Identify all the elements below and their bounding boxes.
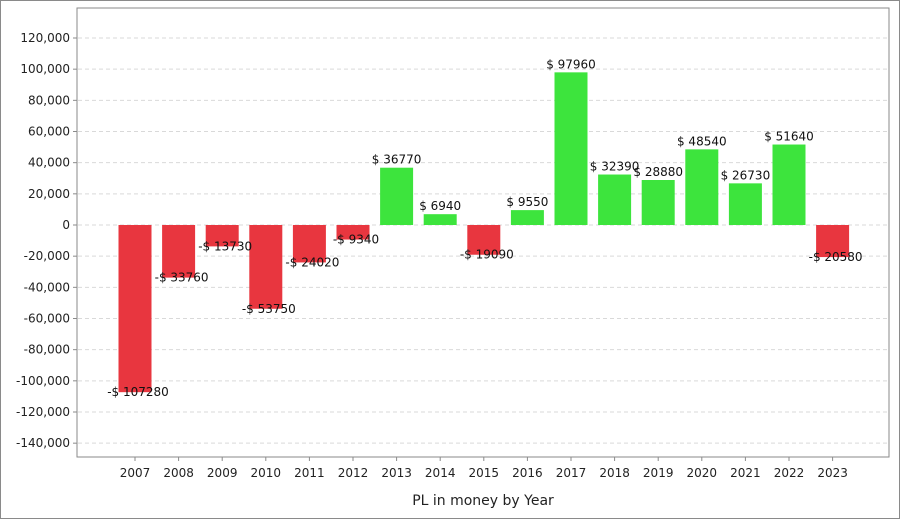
bar	[772, 144, 806, 225]
bar	[249, 225, 283, 309]
data-label: $ 97960	[546, 57, 596, 71]
x-tick-label: 2015	[469, 466, 500, 480]
y-tick-label: 120,000	[20, 31, 70, 45]
x-axis-ticks: 2007 2008 2009 2010 2011 2012 2013 2014 2015 2016…	[120, 457, 848, 480]
x-tick-label: 2008	[163, 466, 194, 480]
y-tick-label: 60,000	[28, 125, 70, 139]
x-tick-label: 2020	[687, 466, 718, 480]
y-tick-label: -60,000	[24, 312, 70, 326]
data-label: -$ 9340	[333, 233, 379, 247]
bar	[423, 214, 457, 225]
x-tick-label: 2016	[512, 466, 543, 480]
data-label: $ 48540	[677, 134, 727, 148]
x-tick-label: 2013	[381, 466, 412, 480]
bar	[728, 183, 762, 225]
x-tick-label: 2010	[251, 466, 282, 480]
data-label: $ 51640	[764, 130, 814, 144]
data-label: -$ 33760	[155, 271, 209, 285]
y-tick-label: 80,000	[28, 93, 70, 107]
x-axis-title: PL in money by Year	[412, 493, 554, 509]
y-axis-ticks: 120,000 100,000 80,000 60,000 40,000 20,000 0 -…	[16, 31, 77, 450]
data-label: $ 9550	[506, 195, 548, 209]
data-label: -$ 53750	[242, 302, 296, 316]
data-label: -$ 107280	[107, 385, 169, 399]
bar	[467, 225, 501, 255]
x-tick-label: 2023	[817, 466, 848, 480]
y-tick-label: -80,000	[24, 343, 70, 357]
y-tick-label: 0	[62, 218, 70, 232]
bar	[554, 72, 588, 225]
x-tick-label: 2018	[599, 466, 630, 480]
bar	[205, 225, 239, 247]
plot-area	[76, 7, 890, 458]
bar	[598, 174, 632, 225]
data-label: -$ 20580	[809, 250, 863, 264]
x-tick-label: 2009	[207, 466, 238, 480]
bar	[380, 167, 414, 225]
y-tick-label: -120,000	[16, 405, 70, 419]
y-tick-label: -140,000	[16, 436, 70, 450]
bar	[816, 225, 850, 258]
x-tick-label: 2017	[556, 466, 587, 480]
x-tick-label: 2021	[730, 466, 761, 480]
bars	[118, 72, 850, 393]
data-label: -$ 13730	[198, 239, 252, 253]
y-tick-label: -100,000	[16, 374, 70, 388]
bar	[162, 225, 196, 278]
data-label: $ 26730	[721, 168, 771, 182]
data-label: -$ 24020	[285, 255, 339, 269]
x-tick-label: 2012	[338, 466, 369, 480]
x-tick-label: 2022	[774, 466, 805, 480]
data-label: $ 36770	[372, 153, 422, 167]
bar	[641, 179, 675, 225]
y-tick-label: 40,000	[28, 156, 70, 170]
data-label: $ 32390	[590, 160, 640, 174]
bar	[292, 225, 326, 263]
bar	[118, 225, 152, 393]
bar	[685, 149, 719, 225]
x-tick-label: 2014	[425, 466, 456, 480]
x-tick-label: 2019	[643, 466, 674, 480]
data-label: $ 28880	[633, 165, 683, 179]
y-tick-label: -20,000	[24, 249, 70, 263]
data-label: -$ 19090	[460, 248, 514, 262]
y-tick-label: 100,000	[20, 62, 70, 76]
y-tick-label: -40,000	[24, 280, 70, 294]
bar	[336, 225, 370, 240]
bar	[510, 210, 544, 225]
data-label: $ 6940	[419, 199, 461, 213]
x-tick-label: 2011	[294, 466, 325, 480]
x-tick-label: 2007	[120, 466, 151, 480]
y-tick-label: 20,000	[28, 187, 70, 201]
data-labels: -$ 107280 -$ 33760 -$ 13730 -$ 53750 -$ 2402…	[107, 57, 862, 399]
